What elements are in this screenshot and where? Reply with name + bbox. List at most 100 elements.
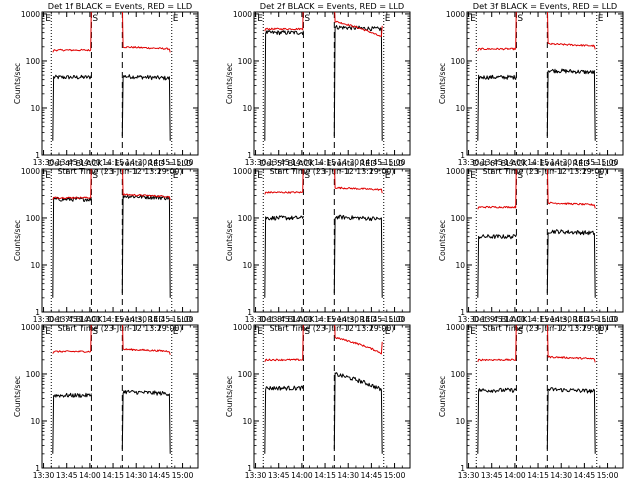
panel-title: Det 9f BLACK = Events, RED = LLD [473,314,617,324]
x-tick-label: 15:00 [172,315,194,324]
marker-label-s: S [304,171,310,181]
marker-label-e: E [385,14,391,24]
x-tick-label: 13:45 [481,471,503,480]
plot-frame [253,11,411,156]
y-tick-label: 10 [242,104,252,113]
lld-series-line [477,325,596,363]
marker-label-e: E [45,14,51,24]
y-tick-label: 1 [35,464,40,473]
marker-label-e: E [598,327,604,337]
marker-label-e: E [45,327,51,337]
events-series-line [264,214,383,298]
events-series-line [264,25,383,141]
x-tick-label: 13:30 [245,158,267,167]
x-tick-label: 14:15 [102,158,124,167]
series-group [477,12,596,141]
marker-label-s: S [92,171,98,181]
plot-frame [41,324,199,469]
y-tick-label: 10 [30,261,40,270]
x-tick-label: 14:15 [314,158,336,167]
x-tick-label: 13:30 [458,315,480,324]
panel-title: Det 8f BLACK = Events, RED = LLD [260,314,404,324]
x-tick-label: 14:45 [574,158,596,167]
events-series-line [52,389,171,454]
plot-frame [253,324,411,469]
marker-label-s: S [304,14,310,24]
plot-frame [466,324,624,469]
marker-label-s: S [517,327,523,337]
x-tick-label: 14:30 [550,315,572,324]
panel-det-2: Det 2f BLACK = Events, RED = LLD 1 10 100 10… [225,1,411,176]
x-tick-label: 13:30 [245,315,267,324]
y-tick-label: 100 [238,370,253,379]
plot-frame [466,168,624,313]
y-tick-label: 1 [247,464,252,473]
y-tick-label: 1000 [21,10,40,19]
y-tick-label: 100 [451,214,466,223]
y-tick-label: 10 [242,261,252,270]
marker-label-e: E [470,327,476,337]
x-tick-label: 14:00 [504,315,526,324]
y-tick-label: 10 [30,417,40,426]
y-tick-label: 100 [451,57,466,66]
y-tick-label: 100 [26,57,41,66]
marker-label-e: E [173,327,179,337]
x-tick-label: 15:00 [172,158,194,167]
panel-title: Det 1f BLACK = Events, RED = LLD [48,1,192,11]
y-tick-label: 1 [35,308,40,317]
marker-label-s: S [304,327,310,337]
x-tick-label: 14:30 [125,471,147,480]
y-tick-label: 1000 [233,323,252,332]
y-axis-label: Counts/sec [13,220,22,261]
panel-det-9: Det 9f BLACK = Events, RED = LLD 1 10 100 10… [438,314,624,480]
marker-label-e: E [598,171,604,181]
x-tick-label: 14:30 [337,315,359,324]
x-tick-label: 14:00 [79,471,101,480]
events-series-line [477,68,596,141]
y-tick-label: 1000 [446,10,465,19]
series-group [52,169,171,298]
x-tick-label: 14:45 [149,471,171,480]
events-series-line [264,372,383,454]
x-tick-label: 14:45 [361,315,383,324]
y-tick-label: 1 [460,464,465,473]
y-tick-label: 10 [30,104,40,113]
x-tick-label: 15:00 [384,471,406,480]
panel-title: Det 7f BLACK = Events, RED = LLD [48,314,192,324]
lld-series-line [264,325,383,363]
x-tick-label: 15:00 [597,315,619,324]
marker-label-e: E [173,14,179,24]
y-tick-label: 100 [238,214,253,223]
x-tick-label: 14:00 [504,158,526,167]
y-axis-label: Counts/sec [225,220,234,261]
x-tick-label: 14:00 [291,315,313,324]
plot-frame [253,168,411,313]
y-tick-label: 1 [460,308,465,317]
marker-label-e: E [470,171,476,181]
x-tick-label: 14:45 [149,315,171,324]
y-axis-label: Counts/sec [225,63,234,104]
events-series-line [52,194,171,298]
lld-series-line [52,12,171,53]
marker-label-e: E [257,327,263,337]
marker-label-e: E [45,171,51,181]
panel-det-3: Det 3f BLACK = Events, RED = LLD 1 10 100 10… [438,1,624,176]
x-axis-label: Start Time (23-Jun-12 13:29:00) [58,167,183,176]
lld-series-line [52,325,171,355]
y-tick-label: 10 [242,417,252,426]
x-tick-label: 14:45 [574,315,596,324]
x-axis-label: Start Time (23-Jun-12 13:29:00) [483,167,608,176]
x-tick-label: 14:30 [550,158,572,167]
y-tick-label: 100 [26,214,41,223]
series-group [264,12,383,141]
series-group [52,12,171,141]
x-tick-label: 14:30 [125,315,147,324]
x-tick-label: 14:30 [337,158,359,167]
plot-frame [466,11,624,156]
x-tick-label: 14:45 [361,158,383,167]
x-tick-label: 14:30 [125,158,147,167]
y-tick-label: 10 [455,261,465,270]
marker-label-e: E [385,327,391,337]
y-tick-label: 100 [26,370,41,379]
